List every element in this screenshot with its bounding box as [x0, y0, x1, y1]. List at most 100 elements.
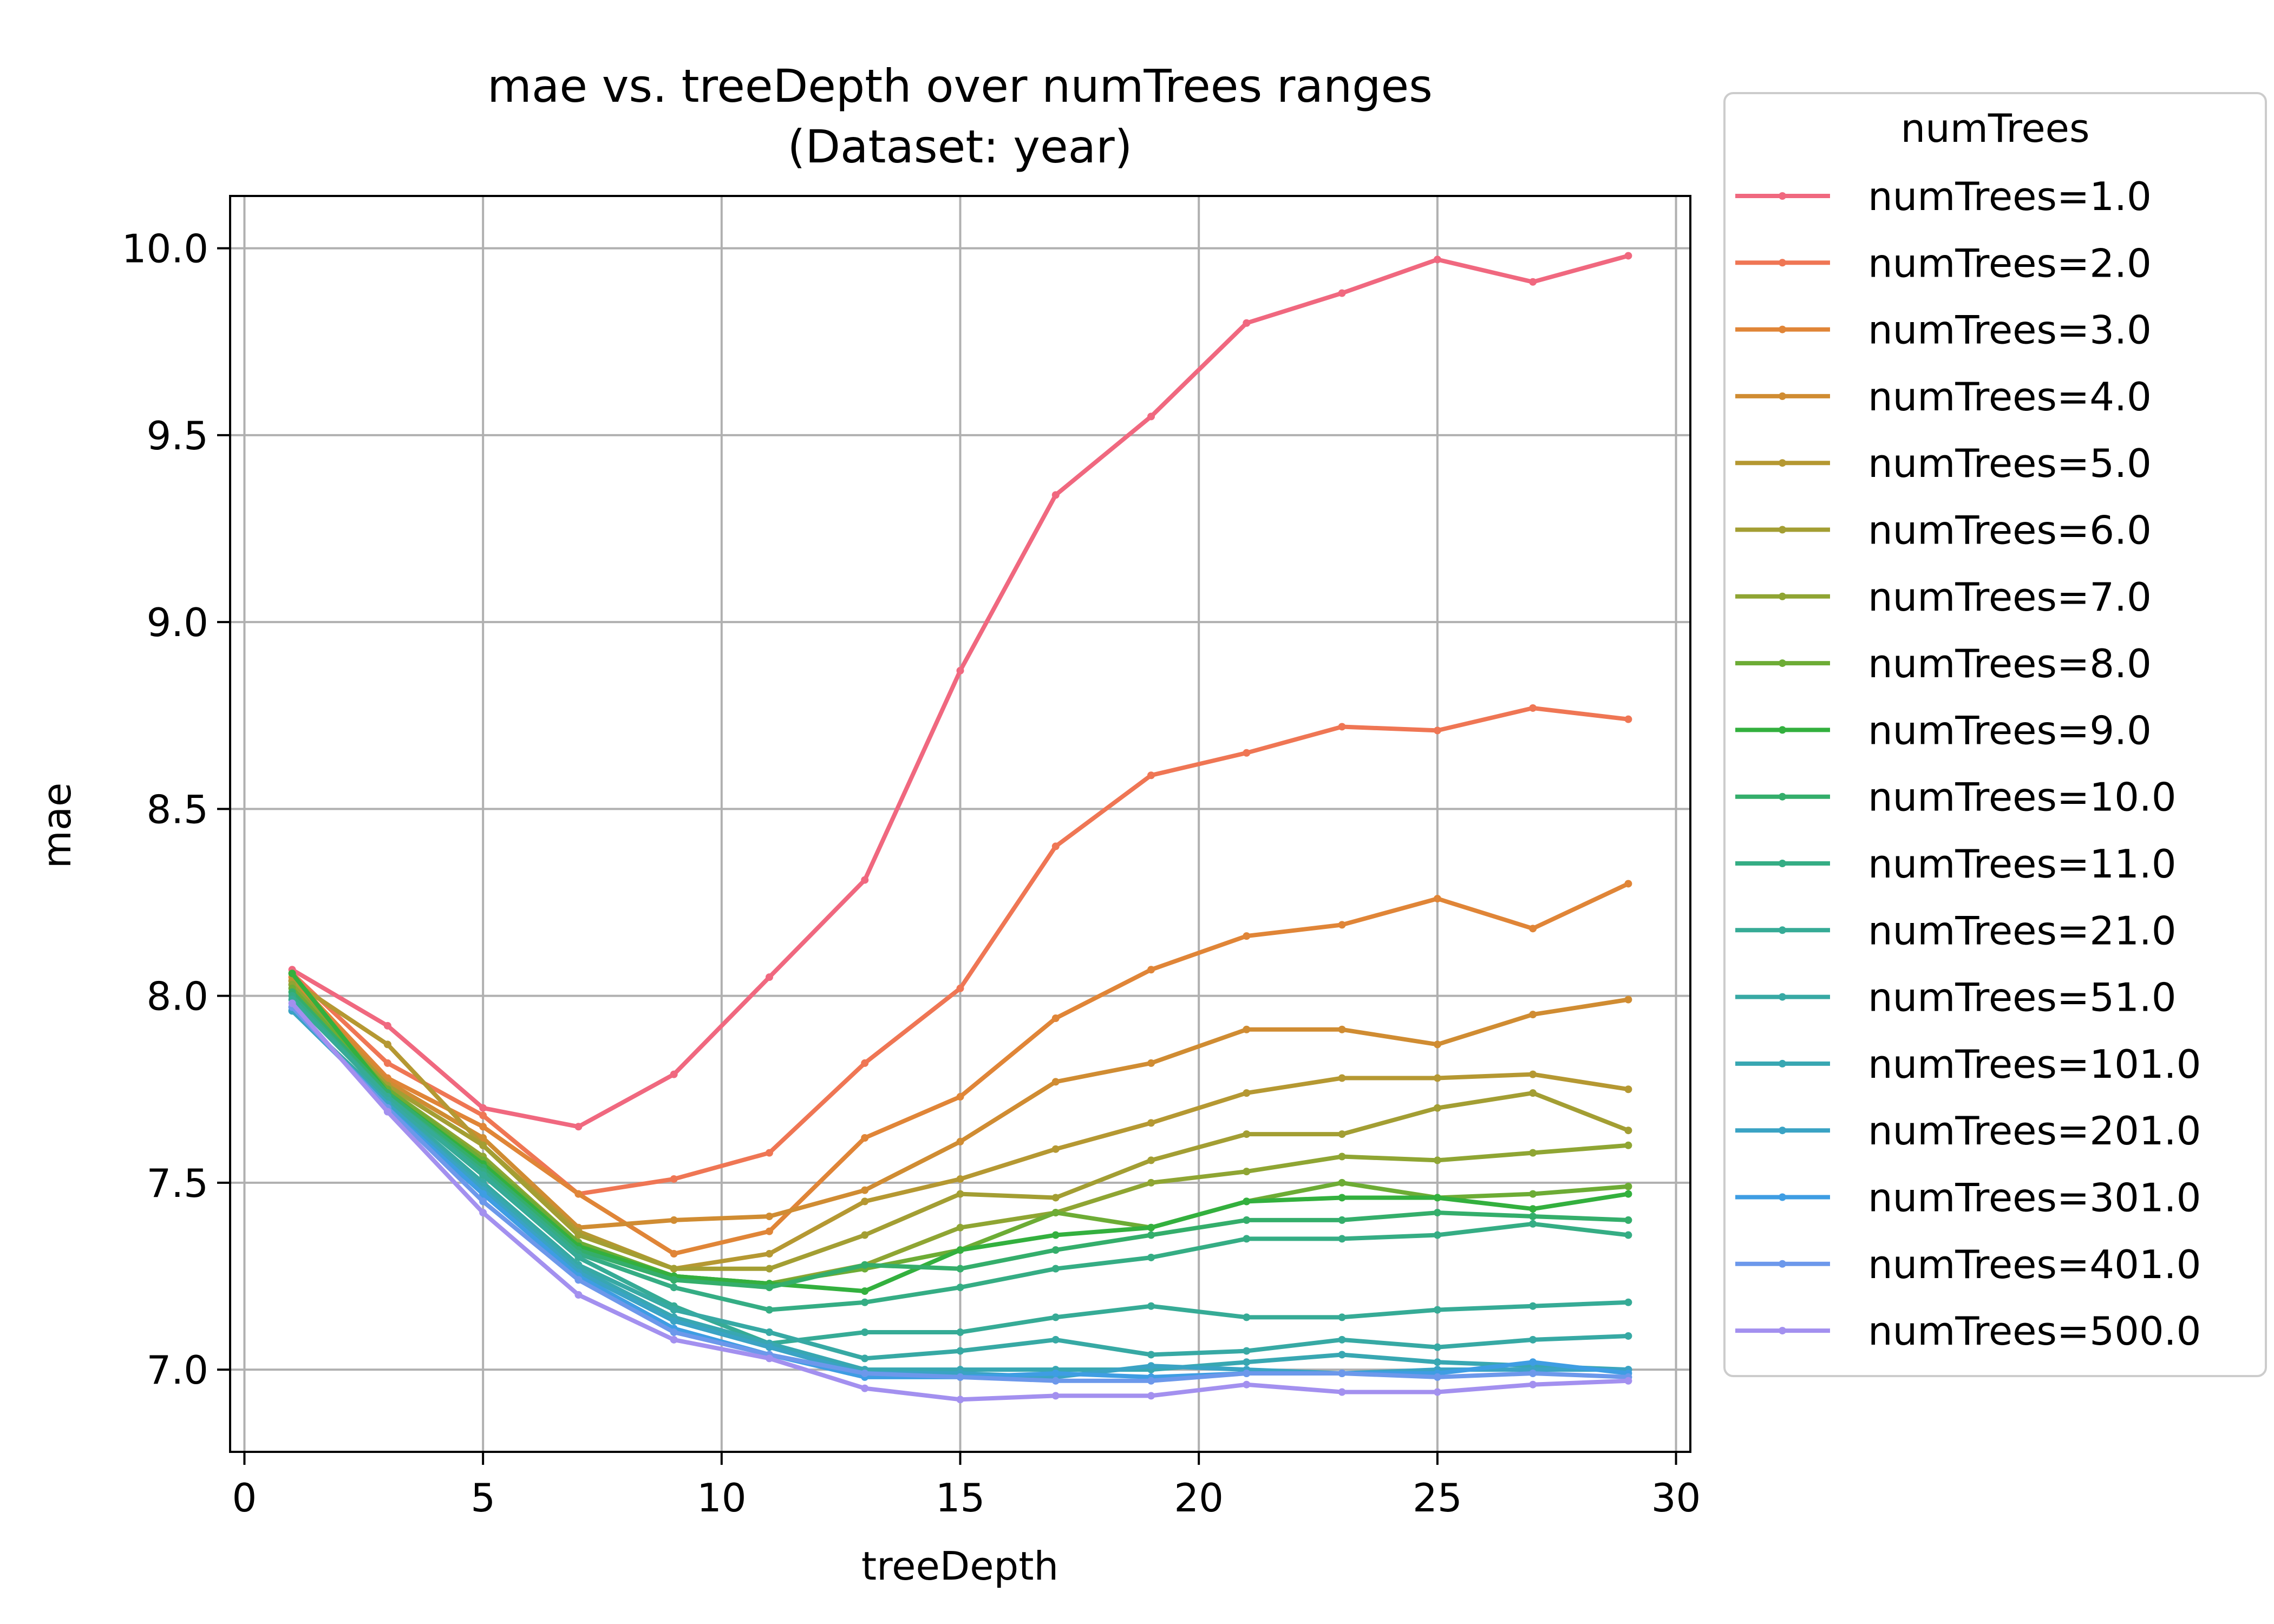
data-point	[670, 1306, 678, 1314]
data-point	[1433, 1040, 1441, 1049]
legend-item: numTrees=1.0	[1735, 174, 2152, 219]
data-point	[479, 1190, 487, 1198]
data-point	[1433, 1104, 1441, 1112]
data-point	[1624, 1085, 1632, 1093]
y-tick-label: 9.0	[146, 600, 208, 645]
data-point	[1624, 1216, 1632, 1224]
data-point	[1624, 1231, 1632, 1239]
data-point	[1147, 1302, 1155, 1310]
legend-label: numTrees=51.0	[1868, 975, 2177, 1020]
data-point	[1433, 1358, 1441, 1366]
legend-marker	[1779, 659, 1786, 667]
legend-label: numTrees=7.0	[1868, 574, 2152, 620]
data-point	[765, 973, 773, 981]
data-point	[1529, 1335, 1537, 1344]
data-point	[1338, 1178, 1346, 1187]
data-point	[1624, 1377, 1632, 1385]
y-tick-label: 8.0	[146, 974, 208, 1019]
data-point	[1243, 1347, 1251, 1355]
data-point	[956, 1347, 964, 1355]
legend-marker	[1779, 325, 1786, 333]
legend-label: numTrees=301.0	[1868, 1175, 2201, 1221]
data-point	[861, 1197, 869, 1206]
legend-label: numTrees=2.0	[1868, 240, 2152, 286]
data-point	[670, 1175, 678, 1183]
data-point	[861, 1186, 869, 1194]
legend-items: numTrees=1.0 numTrees=2.0 numTrees=3.0 numT…	[1735, 174, 2201, 1354]
legend-marker	[1779, 793, 1786, 801]
data-point	[1529, 1370, 1537, 1377]
data-point	[1147, 1178, 1155, 1187]
legend-item: numTrees=201.0	[1735, 1108, 2201, 1154]
data-point	[956, 1246, 964, 1254]
data-point	[1243, 749, 1251, 757]
data-point	[479, 1141, 487, 1149]
data-point	[1051, 1194, 1060, 1202]
data-point	[1529, 1149, 1537, 1157]
legend-title: numTrees	[1901, 106, 2090, 151]
legend-label: numTrees=8.0	[1868, 641, 2152, 686]
data-point	[383, 1021, 391, 1030]
data-point	[1147, 1351, 1155, 1359]
data-point	[670, 1284, 678, 1292]
legend-label: numTrees=201.0	[1868, 1108, 2201, 1154]
legend-label: numTrees=401.0	[1868, 1242, 2201, 1287]
legend-item: numTrees=6.0	[1735, 508, 2152, 553]
legend-item: numTrees=2.0	[1735, 240, 2152, 286]
data-point	[1529, 1205, 1537, 1213]
x-tick-label: 0	[232, 1475, 257, 1521]
data-point	[1147, 412, 1155, 421]
y-axis-label: mae	[34, 783, 80, 869]
x-axis: 0 5 10 15 20 25 30	[232, 1452, 1701, 1521]
legend-label: numTrees=9.0	[1868, 708, 2152, 753]
legend-item: numTrees=301.0	[1735, 1175, 2201, 1221]
legend-item: numTrees=401.0	[1735, 1242, 2201, 1287]
series-group	[288, 252, 1632, 1131]
data-point	[1051, 1246, 1060, 1254]
data-point	[288, 970, 296, 978]
y-tick-label: 7.5	[146, 1161, 208, 1206]
data-point	[1624, 715, 1632, 723]
data-point	[479, 1104, 487, 1112]
data-point	[574, 1291, 583, 1299]
x-tick-label: 5	[471, 1475, 495, 1521]
y-tick-label: 8.5	[146, 787, 208, 832]
data-point	[574, 1276, 583, 1284]
data-point	[670, 1317, 678, 1325]
legend-label: numTrees=5.0	[1868, 441, 2152, 486]
data-point	[1051, 1335, 1060, 1344]
data-point	[1529, 1380, 1537, 1389]
data-point	[1243, 1168, 1251, 1176]
data-point	[1338, 1235, 1346, 1243]
data-point	[1433, 1231, 1441, 1239]
data-point	[1624, 1298, 1632, 1306]
data-point	[1338, 921, 1346, 929]
data-point	[1624, 1141, 1632, 1149]
data-point	[1051, 1370, 1060, 1377]
data-point	[383, 1040, 391, 1049]
data-point	[861, 1261, 869, 1269]
data-point	[1433, 895, 1441, 903]
data-point	[1529, 925, 1537, 933]
data-point	[670, 1070, 678, 1078]
legend-item: numTrees=51.0	[1735, 975, 2177, 1020]
data-point	[1529, 1302, 1537, 1310]
data-point	[1338, 1074, 1346, 1082]
data-point	[574, 1253, 583, 1261]
data-point	[1147, 1223, 1155, 1232]
data-point	[956, 984, 964, 992]
data-point	[1243, 1197, 1251, 1206]
data-point	[670, 1328, 678, 1337]
legend-marker	[1779, 1059, 1786, 1068]
chart-subtitle: (Dataset: year)	[788, 120, 1133, 173]
data-point	[670, 1335, 678, 1344]
data-point	[383, 1108, 391, 1116]
series-lines	[288, 252, 1632, 1404]
data-point	[1433, 1156, 1441, 1164]
legend-marker	[1779, 392, 1786, 400]
data-point	[1529, 1070, 1537, 1078]
data-point	[765, 1213, 773, 1220]
data-point	[1147, 1392, 1155, 1400]
data-point	[479, 1209, 487, 1217]
data-point	[1147, 1253, 1155, 1261]
